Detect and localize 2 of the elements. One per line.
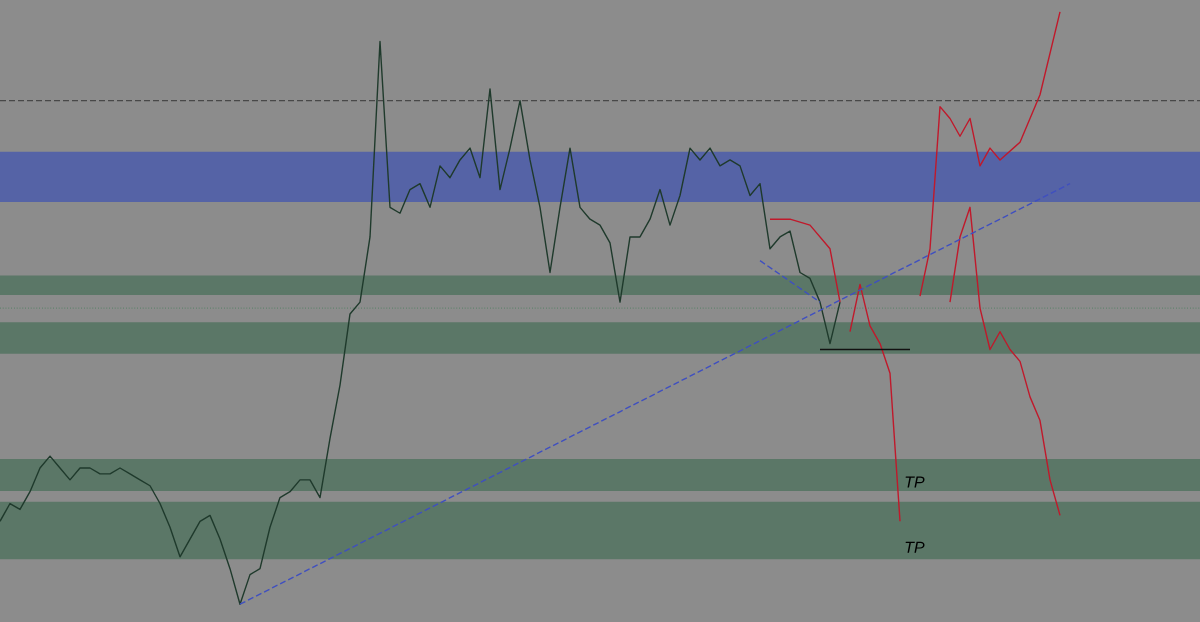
annotation: TP	[905, 541, 925, 553]
annotation: TP	[905, 476, 925, 488]
